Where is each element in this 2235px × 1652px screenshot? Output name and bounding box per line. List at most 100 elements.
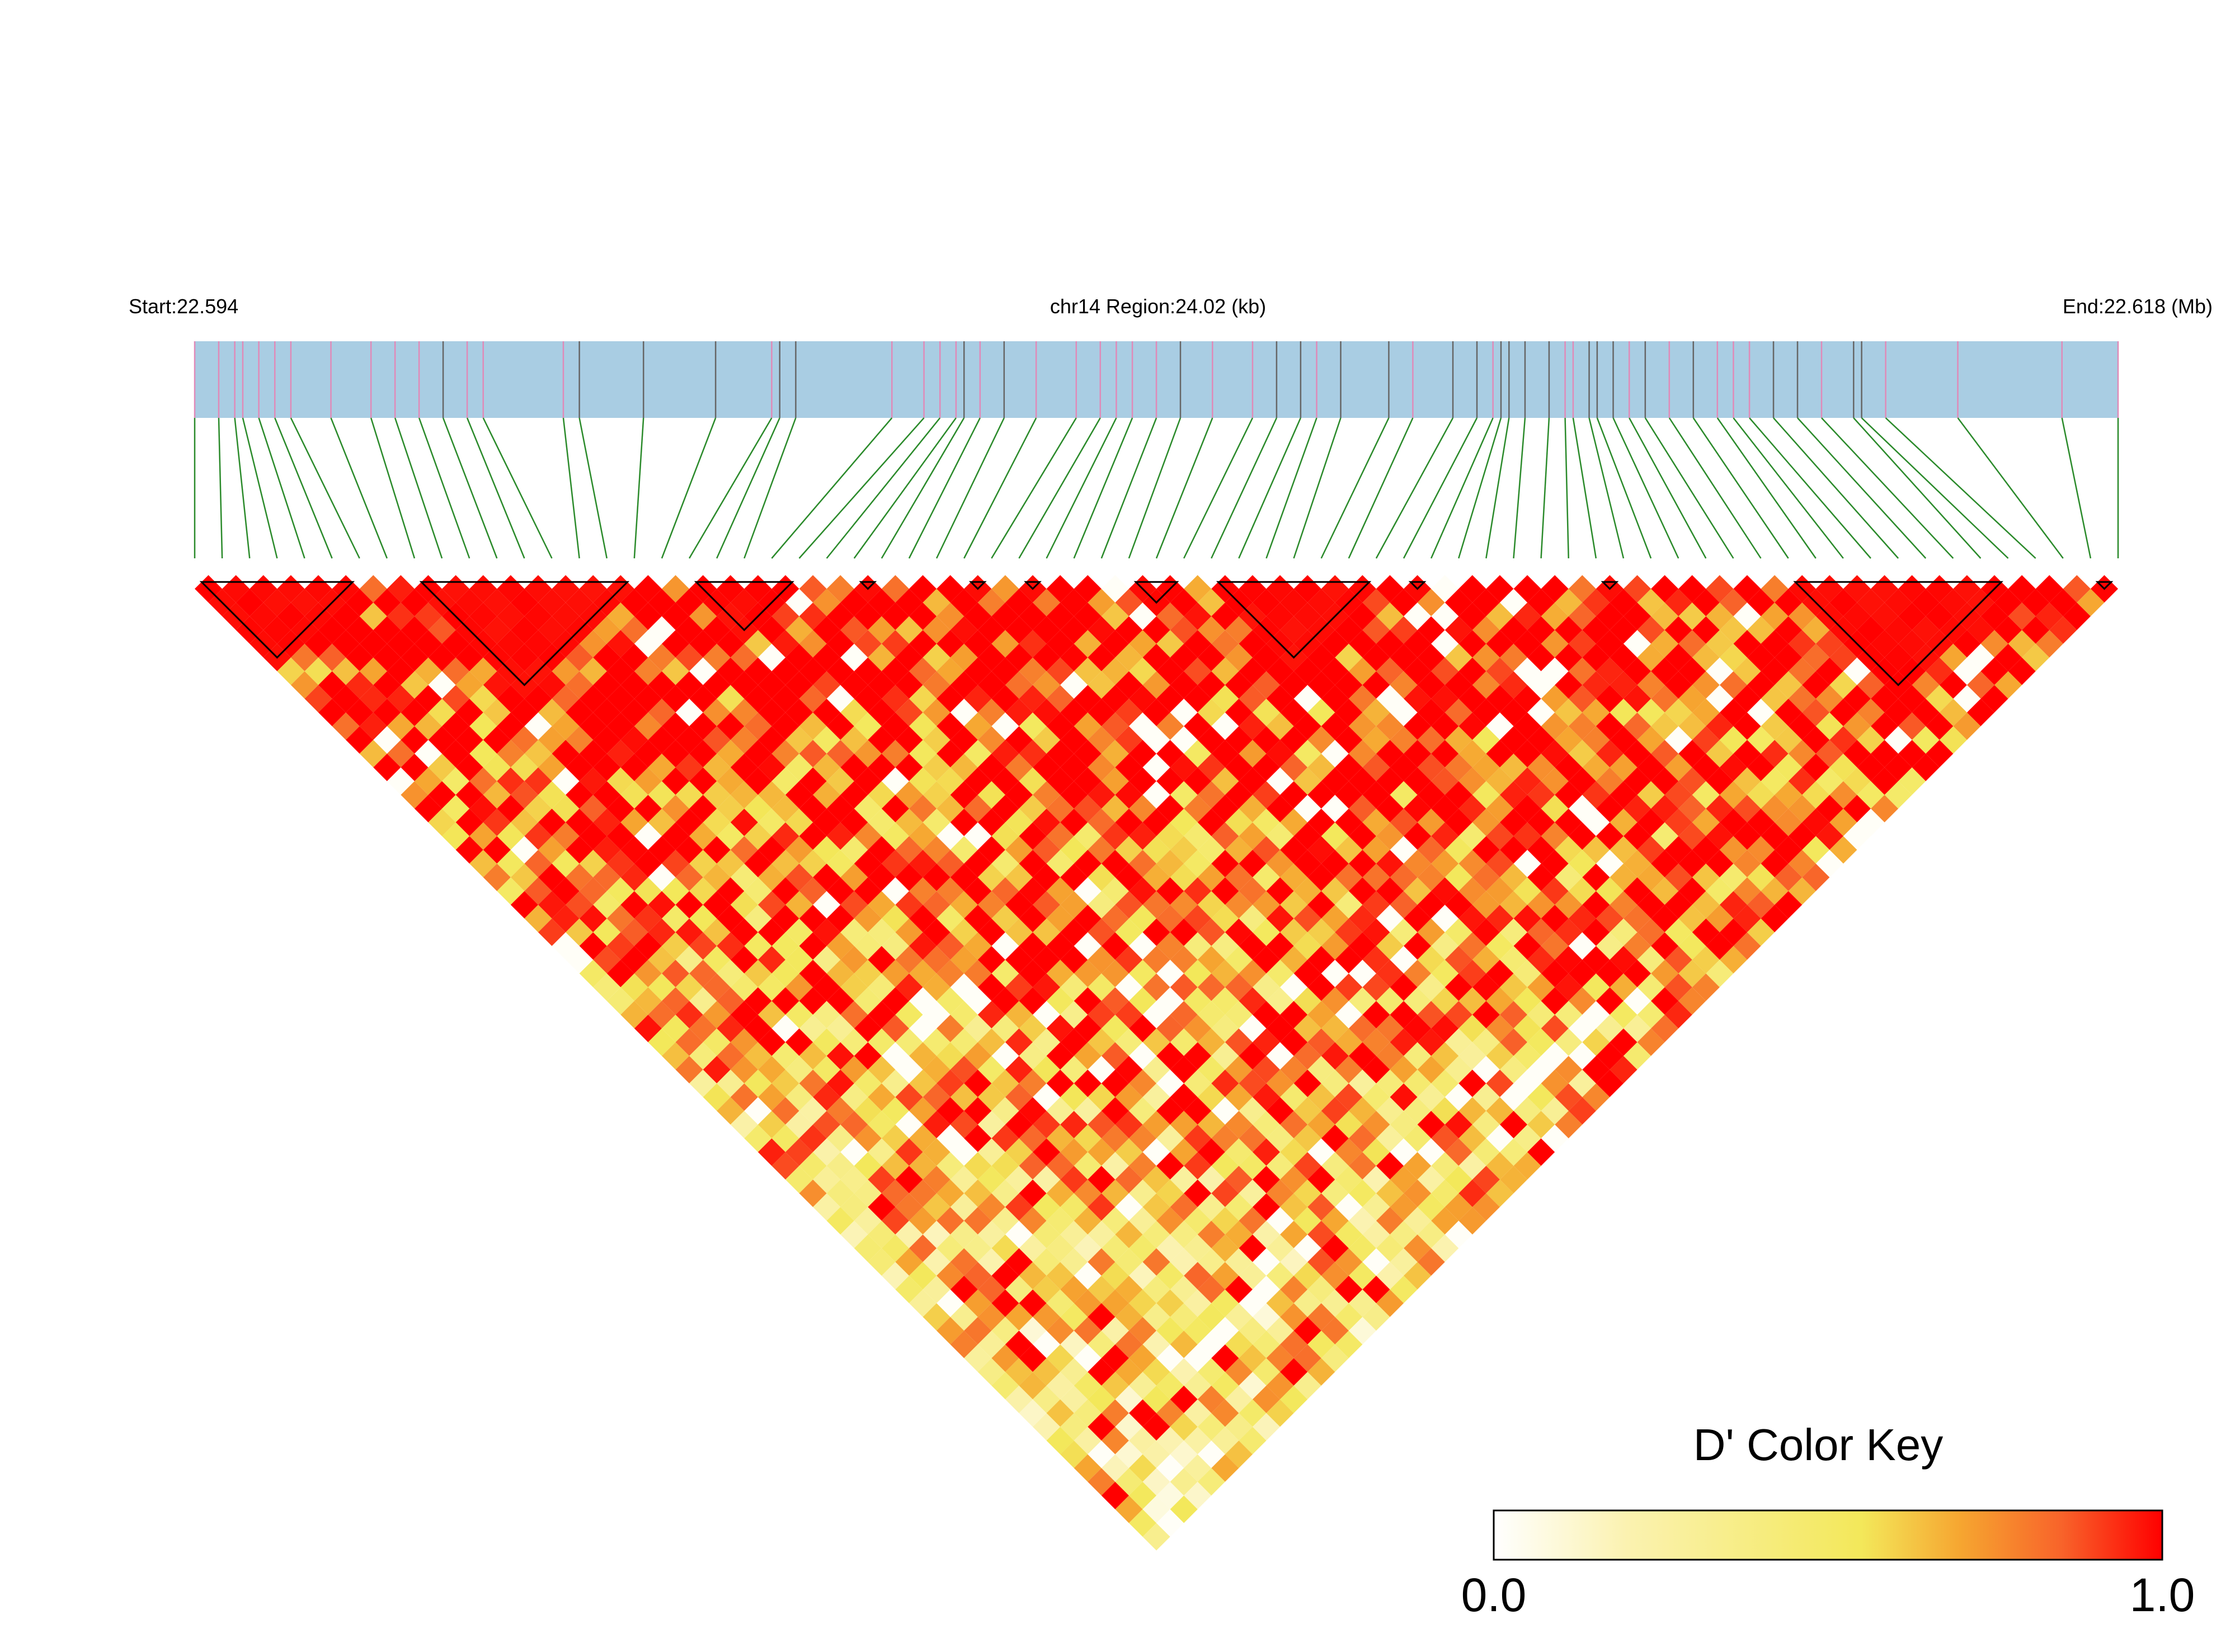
- ld-cell: [373, 616, 401, 644]
- ld-cell: [826, 1097, 854, 1125]
- ld-cell: [1499, 973, 1528, 1001]
- ld-cell: [1046, 740, 1074, 768]
- ld-cell: [1005, 973, 1033, 1001]
- ld-cell: [1733, 850, 1761, 878]
- snp-connector-lines: [194, 417, 2119, 559]
- snp-connector: [1403, 417, 1478, 559]
- ld-cell: [1307, 973, 1335, 1001]
- ld-cell: [964, 850, 992, 878]
- snp-connector: [2061, 417, 2092, 559]
- ld-cell: [524, 740, 552, 768]
- ld-cell: [1376, 850, 1404, 878]
- ld-cell: [346, 616, 374, 644]
- snp-connector: [1821, 417, 1954, 559]
- ld-cell: [1142, 616, 1170, 644]
- ld-cell: [1211, 850, 1239, 878]
- ld-cell: [1293, 850, 1321, 878]
- snp-connector: [1861, 417, 2009, 559]
- snp-connector: [716, 417, 780, 559]
- ld-cell: [1843, 740, 1871, 768]
- ld-cell: [950, 616, 978, 644]
- ld-cell: [826, 740, 854, 768]
- ld-cell: [1527, 973, 1555, 1001]
- ld-cell: [442, 740, 470, 768]
- ld-cell: [881, 850, 909, 878]
- ld-cell: [593, 616, 621, 644]
- ld-cell: [1884, 616, 1912, 644]
- ld-cell: [771, 1097, 799, 1125]
- ld-cell: [937, 1124, 964, 1152]
- ld-cell: [1678, 740, 1706, 768]
- color-key-gradient-bar: [1493, 1509, 2163, 1561]
- ld-cell: [1486, 1124, 1514, 1152]
- ld-cell: [717, 850, 745, 878]
- ld-cell: [1486, 1097, 1514, 1125]
- ld-cell: [620, 616, 648, 644]
- ld-cell: [771, 1152, 799, 1180]
- ld-cell: [1239, 1097, 1267, 1125]
- ld-cell: [717, 1097, 745, 1125]
- snp-connector: [1885, 417, 2036, 559]
- ld-cell: [744, 740, 772, 768]
- snp-connector: [1692, 417, 1789, 559]
- haplotype-block-outline: [419, 581, 630, 686]
- ld-cell: [634, 740, 662, 768]
- snp-connector: [1596, 417, 1652, 559]
- ld-cell: [1994, 616, 2022, 644]
- snp-connector: [562, 417, 580, 559]
- ld-cell: [1486, 850, 1514, 878]
- ld-cell: [1458, 850, 1486, 878]
- ld-cell: [799, 850, 827, 878]
- snp-connector: [1572, 417, 1597, 559]
- ld-cell: [1431, 1097, 1459, 1125]
- ld-cell: [483, 616, 511, 644]
- ld-cell: [1046, 850, 1074, 878]
- ld-cell: [744, 1097, 772, 1125]
- ld-cell: [1101, 1097, 1129, 1125]
- ld-cell: [1197, 616, 1225, 644]
- ld-cell: [1266, 1124, 1294, 1152]
- ld-cell: [1280, 973, 1308, 1001]
- ld-cell: [1225, 973, 1253, 1001]
- ld-cell: [1637, 973, 1665, 1001]
- ld-cell: [1596, 740, 1624, 768]
- ld-cell: [937, 1097, 964, 1125]
- ld-cell: [1239, 1124, 1267, 1152]
- ld-cell: [964, 1152, 992, 1180]
- ld-cell: [1170, 616, 1198, 644]
- ld-cell: [675, 616, 703, 644]
- snp-connector: [1773, 417, 1899, 559]
- ld-cell: [1239, 1152, 1267, 1180]
- ld-cell: [1032, 973, 1061, 1001]
- ld-cell: [1074, 1454, 1102, 1482]
- ld-cell: [552, 740, 580, 768]
- ld-cell: [1912, 616, 1940, 644]
- ld-cell: [964, 1097, 992, 1125]
- ld-cell: [1046, 1399, 1074, 1427]
- haplotype-block-outline: [2095, 581, 2114, 590]
- ld-cell: [1184, 1152, 1212, 1180]
- ld-cell: [1321, 740, 1349, 768]
- haplotype-block-outline: [859, 581, 877, 590]
- ld-cell: [1637, 616, 1665, 644]
- ld-cell: [1815, 740, 1843, 768]
- ld-cell: [661, 740, 690, 768]
- ld-cell: [909, 850, 937, 878]
- ld-cell: [1074, 850, 1102, 878]
- ld-cell: [1074, 1152, 1102, 1180]
- snp-connector: [1957, 417, 2064, 559]
- ld-cell: [606, 740, 634, 768]
- ld-cell: [1664, 973, 1692, 1001]
- ld-cell: [937, 1152, 964, 1180]
- ld-cell: [1211, 740, 1239, 768]
- ld-cell: [1788, 740, 1816, 768]
- ld-cell: [813, 616, 841, 644]
- ld-cell: [950, 973, 978, 1001]
- ld-cell: [826, 1152, 854, 1180]
- ld-cell: [1404, 740, 1432, 768]
- ld-cell: [1128, 1152, 1156, 1180]
- ld-cell: [1692, 616, 1720, 644]
- ld-cell: [1128, 1124, 1156, 1152]
- ld-cell: [937, 740, 964, 768]
- ld-cell: [1815, 850, 1843, 878]
